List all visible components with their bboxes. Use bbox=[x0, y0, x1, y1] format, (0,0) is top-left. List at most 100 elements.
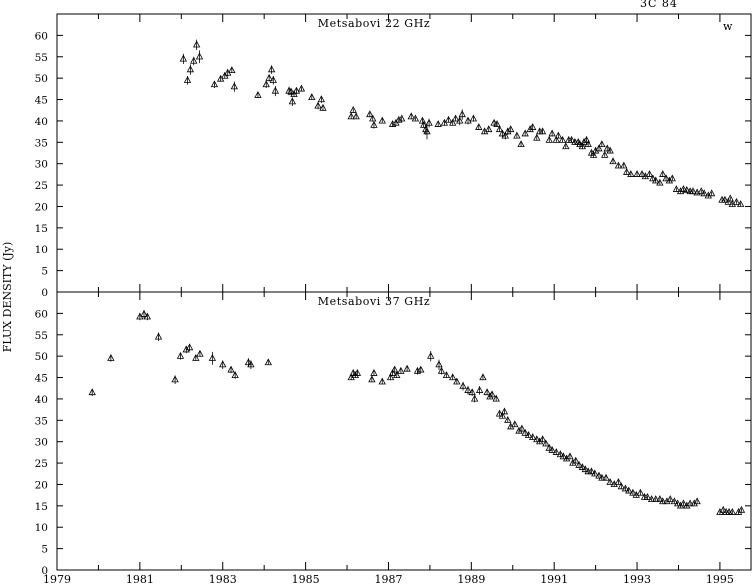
data-point-marker bbox=[575, 460, 583, 468]
data-point-marker bbox=[693, 188, 701, 196]
y-tick-label: 0 bbox=[41, 565, 48, 577]
data-point bbox=[498, 129, 507, 138]
data-point bbox=[638, 170, 646, 177]
data-point bbox=[521, 428, 529, 436]
data-point-marker bbox=[602, 473, 610, 481]
data-point bbox=[378, 377, 386, 385]
data-point bbox=[603, 144, 611, 152]
y-tick-label: 30 bbox=[35, 159, 48, 171]
y-tick-label: 15 bbox=[35, 501, 48, 513]
data-point bbox=[449, 373, 457, 381]
data-point bbox=[566, 452, 574, 460]
y-tick-label: 30 bbox=[35, 437, 48, 449]
data-point-marker bbox=[737, 505, 746, 513]
data-point bbox=[219, 360, 227, 369]
panel-title: Metsabovi 37 GHz bbox=[318, 295, 431, 308]
data-point bbox=[485, 125, 493, 133]
data-point-marker bbox=[676, 187, 685, 195]
data-point bbox=[347, 112, 355, 120]
data-point-marker bbox=[542, 439, 550, 447]
data-point bbox=[317, 95, 326, 103]
data-point-marker bbox=[349, 105, 357, 113]
y-tick-label: 40 bbox=[35, 394, 48, 406]
data-point-marker bbox=[511, 420, 519, 428]
data-point-marker bbox=[595, 471, 603, 479]
data-point bbox=[528, 433, 537, 441]
data-point-marker bbox=[679, 499, 688, 507]
data-point bbox=[554, 131, 563, 139]
data-point-marker bbox=[407, 112, 415, 120]
data-point bbox=[662, 174, 670, 182]
data-point bbox=[176, 351, 185, 360]
y-tick-label: 55 bbox=[35, 52, 48, 64]
data-point bbox=[652, 176, 660, 184]
data-point bbox=[423, 123, 431, 140]
y-tick-label: 35 bbox=[35, 415, 48, 427]
data-point-marker bbox=[700, 189, 708, 197]
data-point bbox=[643, 493, 652, 500]
data-point-marker bbox=[647, 495, 656, 503]
x-tick-label: 1987 bbox=[374, 573, 402, 585]
data-point bbox=[700, 189, 708, 197]
data-point bbox=[418, 116, 427, 124]
data-point bbox=[254, 91, 262, 98]
x-tick-label: 1983 bbox=[209, 573, 237, 585]
data-point bbox=[721, 195, 729, 203]
data-point bbox=[652, 495, 660, 503]
data-point bbox=[493, 120, 501, 127]
data-point bbox=[707, 189, 716, 197]
y-tick-label: 10 bbox=[35, 244, 48, 256]
data-point bbox=[271, 85, 280, 97]
data-point bbox=[606, 478, 614, 485]
data-point-marker bbox=[666, 495, 674, 503]
data-point-marker bbox=[728, 508, 737, 515]
data-point-marker bbox=[633, 170, 641, 177]
data-point bbox=[627, 170, 635, 177]
data-point bbox=[602, 473, 610, 481]
data-point bbox=[591, 469, 599, 477]
data-point-marker bbox=[552, 448, 560, 455]
data-point-marker bbox=[683, 185, 691, 193]
data-point-marker bbox=[668, 174, 676, 182]
data-point bbox=[649, 174, 657, 182]
data-point bbox=[582, 135, 591, 144]
data-point bbox=[297, 84, 306, 92]
data-point bbox=[393, 371, 401, 379]
data-point-marker bbox=[679, 185, 688, 192]
data-point bbox=[107, 354, 115, 362]
data-point bbox=[314, 101, 322, 110]
data-point bbox=[518, 424, 526, 432]
y-tick-label: 40 bbox=[35, 116, 48, 128]
data-point-marker bbox=[507, 125, 515, 133]
data-point-marker bbox=[572, 456, 580, 464]
data-point-marker bbox=[495, 409, 504, 417]
x-tick-label: 1993 bbox=[623, 573, 651, 585]
data-point bbox=[368, 375, 376, 383]
data-point bbox=[693, 497, 701, 505]
data-point-marker bbox=[638, 170, 646, 177]
data-point-marker bbox=[617, 482, 625, 490]
data-point bbox=[434, 120, 442, 127]
data-point bbox=[679, 499, 688, 507]
data-point-marker bbox=[587, 467, 596, 475]
data-point bbox=[403, 364, 411, 372]
data-point bbox=[479, 373, 487, 381]
data-point bbox=[353, 369, 362, 376]
data-point bbox=[545, 443, 553, 451]
data-point-marker bbox=[697, 187, 705, 195]
data-point bbox=[425, 118, 433, 128]
data-point bbox=[517, 140, 525, 148]
y-tick-label: 60 bbox=[35, 30, 48, 42]
data-point bbox=[556, 450, 565, 458]
data-point bbox=[196, 349, 204, 357]
data-point bbox=[609, 157, 617, 165]
data-point bbox=[533, 133, 541, 141]
data-point bbox=[689, 187, 697, 195]
data-point-marker bbox=[395, 115, 403, 123]
data-point-marker bbox=[601, 150, 609, 158]
data-point-marker bbox=[591, 469, 599, 477]
data-point bbox=[228, 66, 236, 74]
data-point bbox=[468, 388, 476, 396]
panel-37ghz: Metsabovi 37 GHz 0 5 10 15 20 25 30 35 40 45 50 55 60… bbox=[35, 291, 752, 585]
